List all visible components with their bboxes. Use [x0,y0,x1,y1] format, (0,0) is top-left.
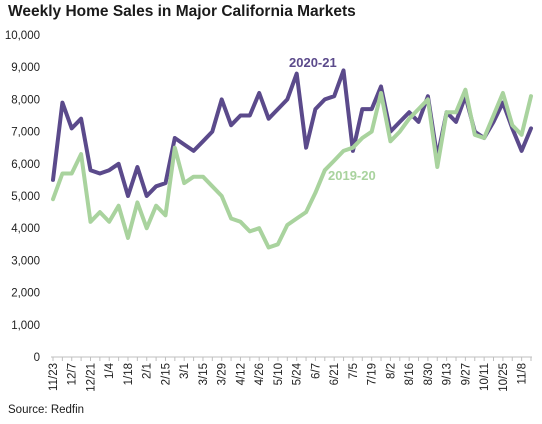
series-label-2020-21: 2020-21 [289,55,337,70]
y-tick-label: 1,000 [11,320,40,332]
x-tick-label: 3/29 [217,363,229,385]
source-note: Source: Redfin [8,404,85,416]
series-lines [51,68,533,250]
x-tick-label: 7/19 [367,363,379,385]
y-tick-label: 2,000 [11,288,40,300]
x-tick-label: 10/11 [479,363,491,391]
x-tick-label: 8/16 [404,363,416,385]
series-line-2019-20 [51,87,533,250]
y-tick-label: 5,000 [11,191,40,203]
series-line-2020-21 [51,68,533,198]
x-tick-label: 9/27 [460,363,472,385]
x-tick-label: 3/1 [179,363,191,379]
x-tick-label: 11/23 [48,363,60,391]
series-label-2019-20: 2019-20 [328,168,376,183]
x-tick-label: 6/7 [310,363,322,379]
x-tick-label: 2/15 [160,363,172,385]
y-tick-label: 6,000 [11,159,40,171]
x-tick-label: 1/18 [123,363,135,385]
series-labels: 2020-21 2019-20 [289,55,376,183]
x-tick-label: 4/12 [235,363,247,385]
x-tick-label: 12/21 [85,363,97,392]
x-tick-label: 2/1 [142,363,154,379]
x-tick-label: 12/7 [67,363,79,385]
x-tick-label: 1/4 [104,362,116,379]
y-tick-label: 4,000 [11,223,40,235]
chart-title: Weekly Home Sales in Major California Ma… [8,3,356,20]
x-tick-label: 7/5 [348,363,360,379]
y-axis: 0 1,000 2,000 3,000 4,000 5,000 6,000 7,000 8,00… [5,30,40,364]
x-tick-label: 3/15 [198,363,210,385]
y-tick-label: 7,000 [11,127,40,139]
x-tick-label: 5/24 [292,362,304,385]
y-tick-label: 0 [34,352,40,364]
x-axis: 11/23 12/7 12/21 1/4 1/18 2/1 2/15 3/1 3/15 3/29 4… [48,356,532,392]
x-tick-label: 4/26 [254,363,266,385]
y-tick-label: 8,000 [11,94,40,106]
x-tick-label: 9/13 [442,363,454,385]
y-tick-label: 3,000 [11,255,40,267]
x-tick-label: 8/2 [385,363,397,379]
x-tick-label: 8/30 [423,363,435,385]
x-tick-label: 11/8 [517,363,529,385]
x-tick-label: 6/21 [329,363,341,385]
x-tick-label: 5/10 [273,363,285,385]
x-tick-label: 10/25 [498,363,510,392]
y-tick-label: 9,000 [11,62,40,74]
y-tick-label: 10,000 [5,30,40,42]
